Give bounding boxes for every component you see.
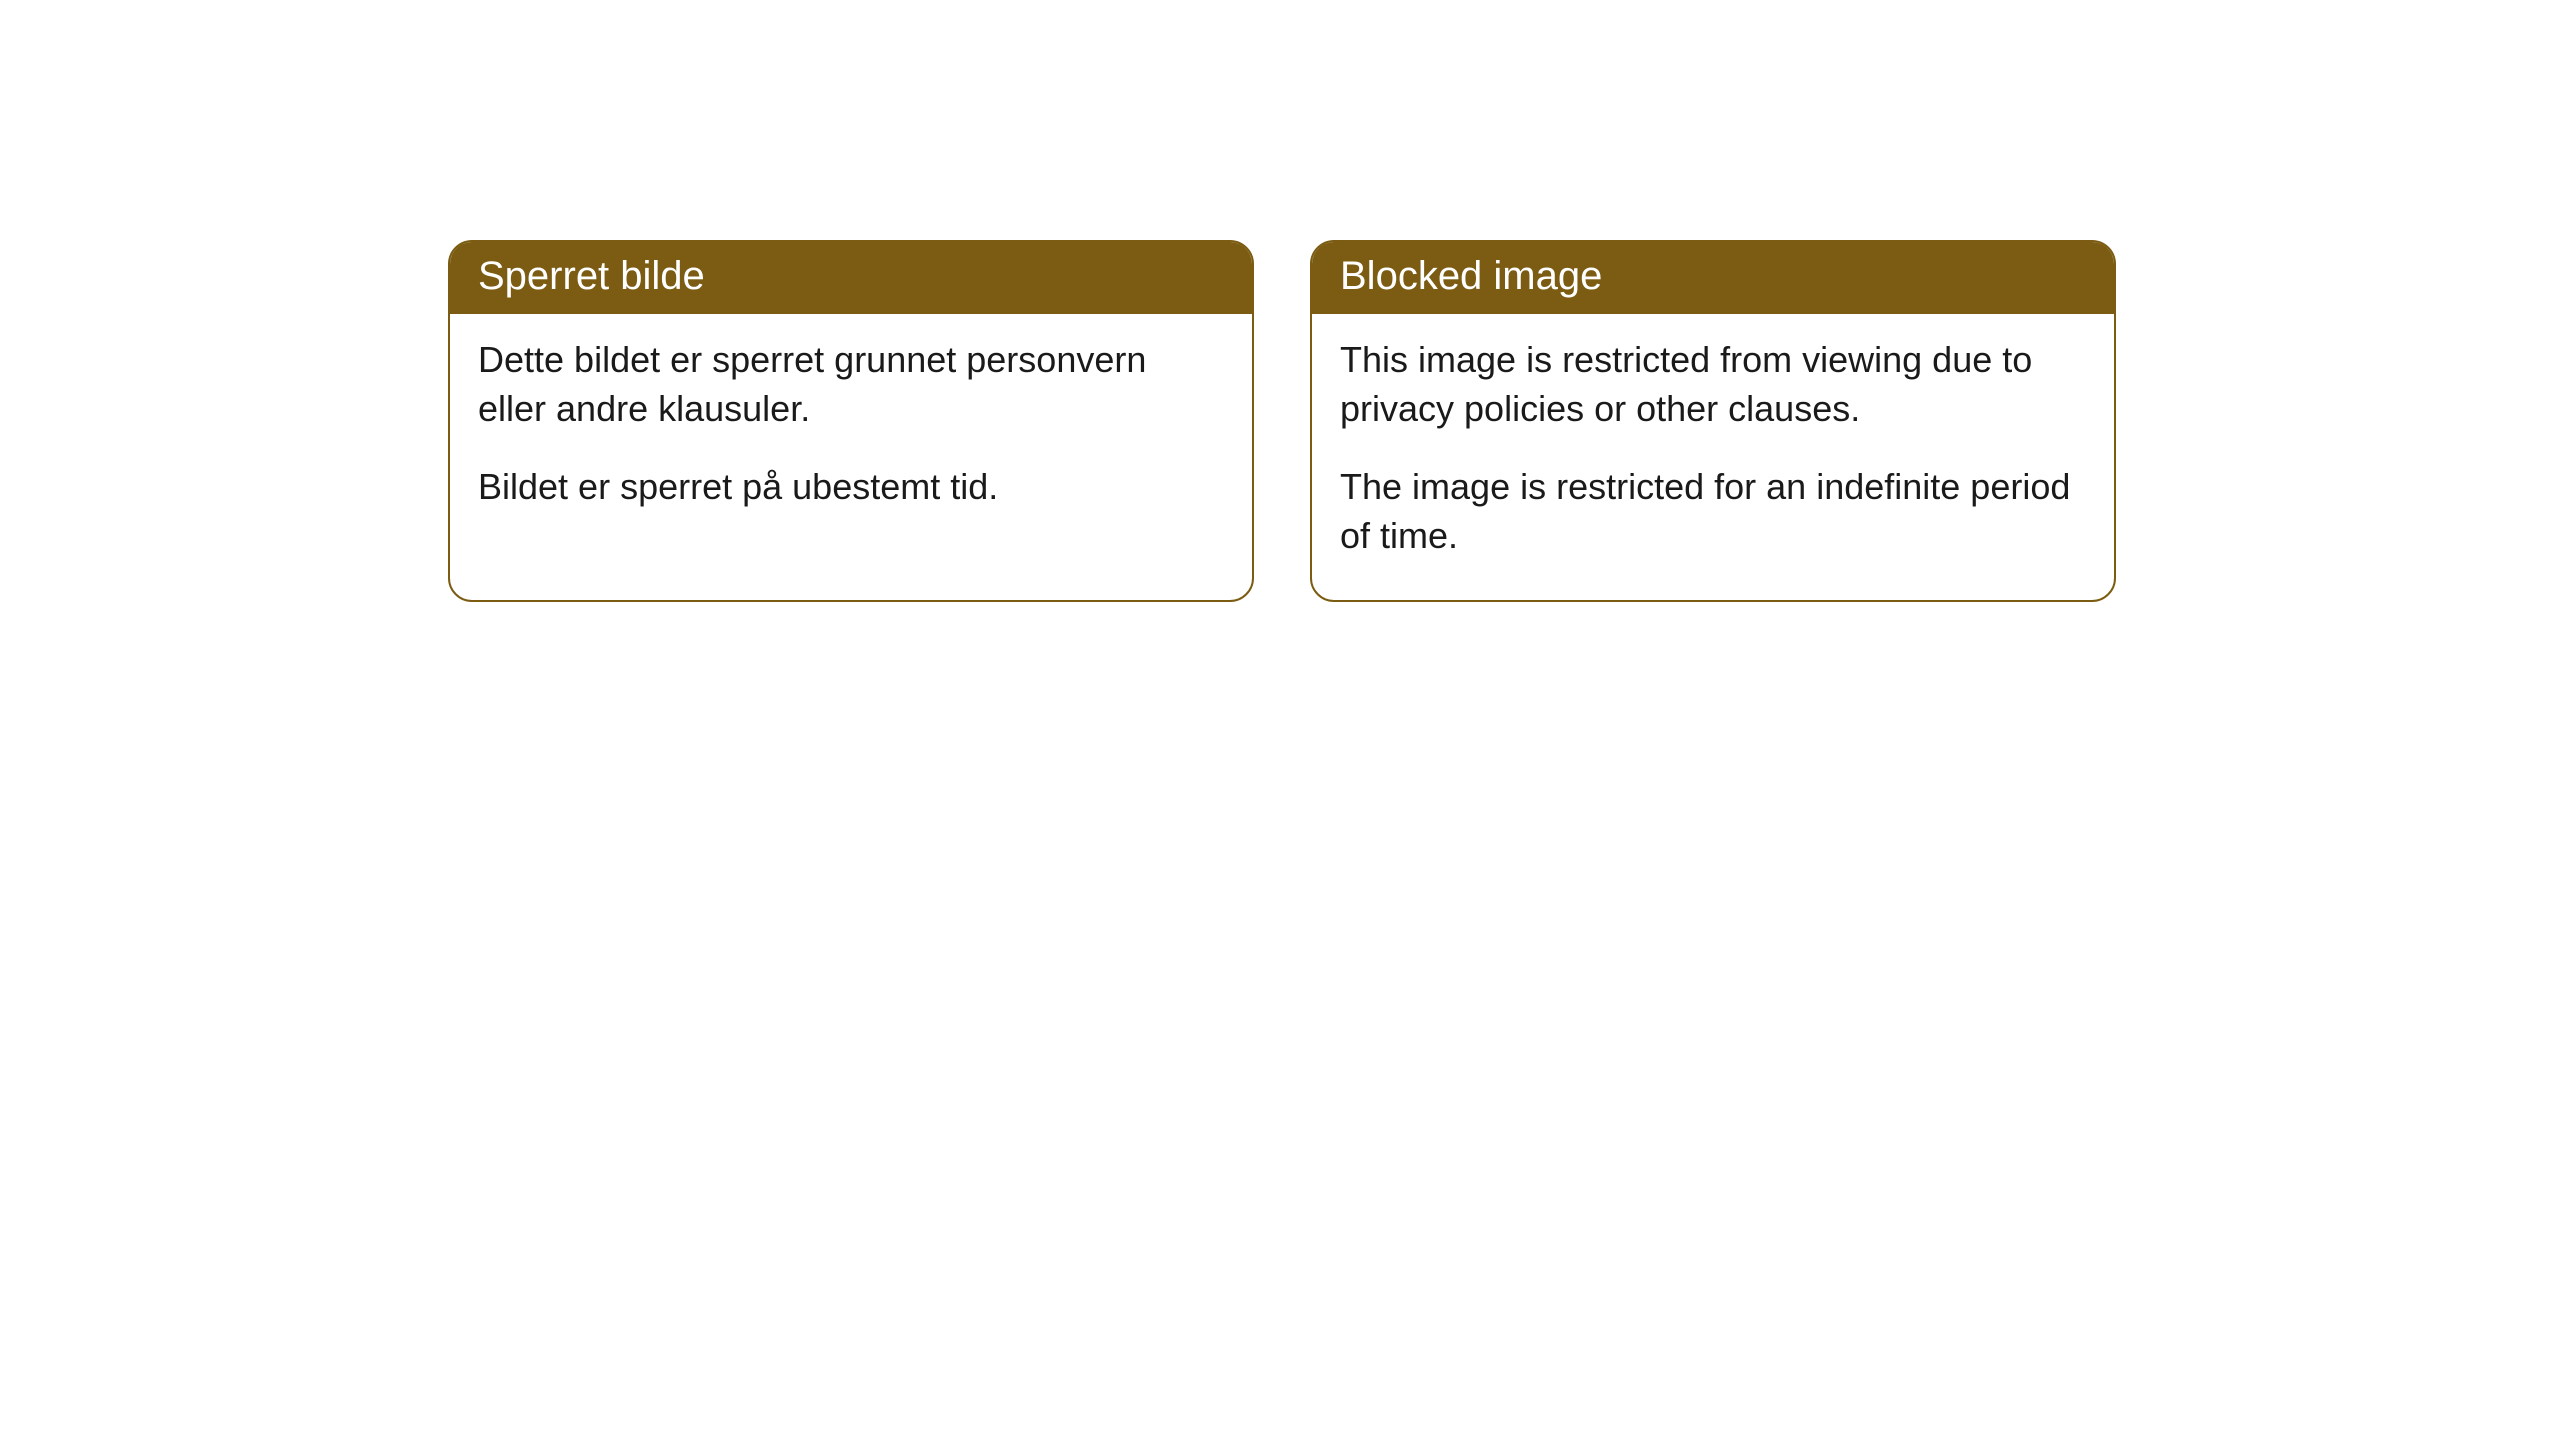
card-paragraph-1-en: This image is restricted from viewing du… [1340, 336, 2086, 433]
card-header-no: Sperret bilde [450, 242, 1252, 314]
blocked-image-card-no: Sperret bilde Dette bildet er sperret gr… [448, 240, 1254, 602]
card-paragraph-2-en: The image is restricted for an indefinit… [1340, 463, 2086, 560]
card-body-no: Dette bildet er sperret grunnet personve… [450, 314, 1252, 552]
blocked-image-card-en: Blocked image This image is restricted f… [1310, 240, 2116, 602]
card-paragraph-2-no: Bildet er sperret på ubestemt tid. [478, 463, 1224, 512]
card-paragraph-1-no: Dette bildet er sperret grunnet personve… [478, 336, 1224, 433]
card-body-en: This image is restricted from viewing du… [1312, 314, 2114, 600]
card-header-en: Blocked image [1312, 242, 2114, 314]
cards-container: Sperret bilde Dette bildet er sperret gr… [0, 0, 2560, 602]
